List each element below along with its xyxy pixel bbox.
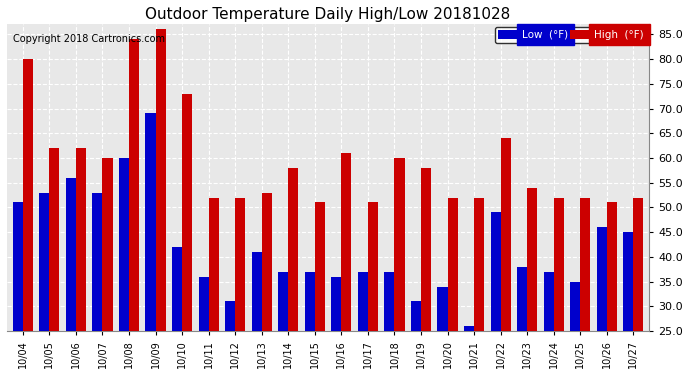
Bar xyxy=(342,153,351,375)
Bar xyxy=(129,39,139,375)
Bar xyxy=(92,193,103,375)
Bar xyxy=(76,148,86,375)
Bar xyxy=(517,267,527,375)
Bar xyxy=(208,198,219,375)
Bar xyxy=(474,198,484,375)
Bar xyxy=(252,252,262,375)
Bar xyxy=(411,302,421,375)
Bar xyxy=(331,277,342,375)
Bar xyxy=(501,138,511,375)
Bar xyxy=(119,158,129,375)
Bar xyxy=(358,272,368,375)
Bar xyxy=(607,202,617,375)
Bar xyxy=(384,272,395,375)
Legend: Low  (°F), High  (°F): Low (°F), High (°F) xyxy=(495,27,647,43)
Bar xyxy=(66,178,76,375)
Bar xyxy=(553,198,564,375)
Bar xyxy=(39,193,50,375)
Bar xyxy=(570,282,580,375)
Bar xyxy=(623,232,633,375)
Bar xyxy=(23,59,33,375)
Bar xyxy=(199,277,208,375)
Bar xyxy=(580,198,591,375)
Bar xyxy=(288,168,298,375)
Bar xyxy=(155,30,166,375)
Bar xyxy=(464,326,474,375)
Bar xyxy=(437,286,448,375)
Bar xyxy=(597,227,607,375)
Bar xyxy=(395,158,404,375)
Bar xyxy=(448,198,457,375)
Bar xyxy=(527,188,538,375)
Bar xyxy=(368,202,378,375)
Bar xyxy=(13,202,23,375)
Bar xyxy=(305,272,315,375)
Bar xyxy=(633,198,644,375)
Text: Copyright 2018 Cartronics.com: Copyright 2018 Cartronics.com xyxy=(13,34,166,44)
Bar xyxy=(278,272,288,375)
Bar xyxy=(491,212,501,375)
Bar xyxy=(146,114,155,375)
Bar xyxy=(182,94,193,375)
Bar xyxy=(225,302,235,375)
Bar xyxy=(315,202,325,375)
Bar xyxy=(421,168,431,375)
Title: Outdoor Temperature Daily High/Low 20181028: Outdoor Temperature Daily High/Low 20181… xyxy=(146,7,511,22)
Bar xyxy=(50,148,59,375)
Bar xyxy=(262,193,272,375)
Bar xyxy=(172,247,182,375)
Bar xyxy=(235,198,246,375)
Bar xyxy=(103,158,112,375)
Bar xyxy=(544,272,553,375)
